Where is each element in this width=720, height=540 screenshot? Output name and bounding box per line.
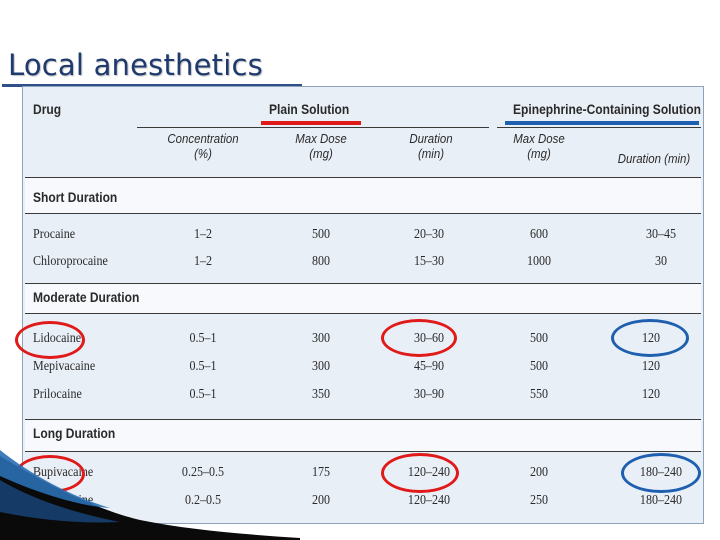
subheader-duration-line2: (min) [417, 146, 445, 161]
drug-name: Prilocaine [33, 387, 82, 402]
subheader-max-dose-line1: Max Dose [295, 131, 347, 146]
concentration-value: 0.2–0.5 [184, 493, 222, 508]
max-dose-value: 300 [311, 359, 331, 374]
epi-max-dose-value: 250 [529, 493, 549, 508]
section-label-long: Long Duration [33, 425, 116, 441]
subheader-epi-max-dose-line1: Max Dose [513, 131, 565, 146]
concentration-value: 1–2 [193, 254, 213, 269]
epi-group-rule [497, 127, 701, 128]
duration-value: 120–240 [407, 493, 451, 508]
concentration-value: 0.5–1 [189, 331, 217, 346]
plain-solution-red-bar [261, 121, 361, 125]
duration-value: 45–90 [413, 359, 445, 374]
subheader-duration: Duration (min) [387, 131, 475, 161]
epi-max-dose-value: 200 [529, 465, 549, 480]
title-underline [2, 84, 302, 87]
section-band-long [25, 419, 701, 452]
header-drug: Drug [33, 101, 62, 117]
duration-value: 15–30 [413, 254, 445, 269]
epi-max-dose-value: 550 [529, 387, 549, 402]
max-dose-value: 500 [311, 227, 331, 242]
highlight-circle-lidocaine-epi-duration [611, 319, 689, 357]
plain-group-rule [137, 127, 489, 128]
duration-value: 20–30 [413, 227, 445, 242]
epi-duration-value: 30 [654, 254, 668, 269]
section-label-short: Short Duration [33, 189, 118, 205]
max-dose-value: 300 [311, 331, 331, 346]
epi-max-dose-value: 500 [529, 359, 549, 374]
section-rule-long [25, 451, 701, 452]
subheader-epi-duration: Duration (min) [617, 151, 691, 166]
concentration-value: 0.5–1 [189, 387, 217, 402]
max-dose-value: 175 [311, 465, 331, 480]
epi-max-dose-value: 1000 [526, 254, 552, 269]
epi-duration-value: 120 [641, 387, 661, 402]
max-dose-value: 350 [311, 387, 331, 402]
drug-table: Drug Plain Solution Epinephrine-Containi… [15, 86, 704, 524]
concentration-value: 0.5–1 [189, 359, 217, 374]
section-label-moderate: Moderate Duration [33, 289, 140, 305]
epi-duration-value: 30–45 [645, 227, 677, 242]
subheader-concentration: Concentration (%) [159, 131, 247, 161]
section-rule-moderate [25, 313, 701, 314]
header-epinephrine-solution: Epinephrine-Containing Solution [513, 101, 701, 117]
highlight-circle-lidocaine-duration [381, 319, 457, 357]
drug-name: Mepivacaine [33, 359, 96, 374]
concentration-value: 1–2 [193, 227, 213, 242]
slide-title: Local anesthetics [8, 48, 263, 82]
section-band-short [25, 177, 701, 214]
highlight-circle-bupivacaine-epi-duration [621, 453, 701, 493]
max-dose-value: 200 [311, 493, 331, 508]
max-dose-value: 800 [311, 254, 331, 269]
header-plain-solution: Plain Solution [269, 101, 350, 117]
drug-name: Procaine [33, 227, 76, 242]
highlight-circle-lidocaine [15, 321, 85, 359]
subheader-concentration-line1: Concentration [167, 131, 239, 146]
decorative-swoosh [0, 450, 300, 540]
subheader-epi-max-dose: Max Dose (mg) [495, 131, 583, 161]
epi-max-dose-value: 500 [529, 331, 549, 346]
subheader-max-dose-line2: (mg) [309, 146, 333, 161]
section-rule-short [25, 213, 701, 214]
epinephrine-solution-blue-bar [505, 121, 699, 125]
section-band-moderate [25, 283, 701, 314]
epi-max-dose-value: 600 [529, 227, 549, 242]
subheader-epi-max-dose-line2: (mg) [527, 146, 551, 161]
duration-value: 30–90 [413, 387, 445, 402]
concentration-value: 0.25–0.5 [181, 465, 225, 480]
subheader-concentration-line2: (%) [194, 146, 212, 161]
subheader-max-dose: Max Dose (mg) [277, 131, 365, 161]
highlight-circle-bupivacaine-duration [381, 453, 459, 493]
epi-duration-value: 180–240 [639, 493, 683, 508]
epi-duration-value: 120 [641, 359, 661, 374]
drug-name: Chloroprocaine [33, 254, 108, 269]
subheader-duration-line1: Duration [409, 131, 453, 146]
